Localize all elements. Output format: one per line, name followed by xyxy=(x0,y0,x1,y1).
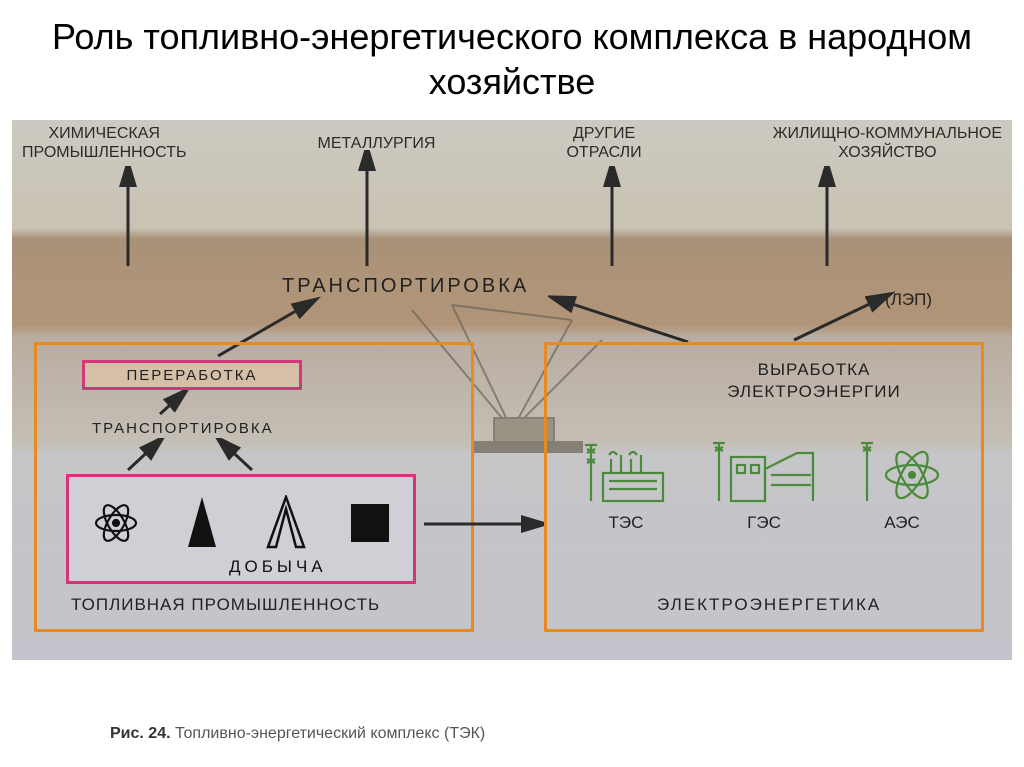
extraction-label: ДОБЫЧА xyxy=(229,557,327,577)
sector-row: ХИМИЧЕСКАЯ ПРОМЫШЛЕННОСТЬ МЕТАЛЛУРГИЯ ДР… xyxy=(22,124,1002,162)
arrow-extract-left xyxy=(112,438,172,476)
coal-icon xyxy=(349,502,391,544)
caption-text: Топливно-энергетический комплекс (ТЭК) xyxy=(171,725,486,742)
arrow-gen-lep xyxy=(782,288,902,348)
arrow-transport2-processing xyxy=(152,390,192,420)
sector-housing: ЖИЛИЩНО-КОММУНАЛЬНОЕ ХОЗЯЙСТВО xyxy=(773,124,1002,162)
processing-box: ПЕРЕРАБОТКА xyxy=(82,360,302,390)
transport2-label: ТРАНСПОРТИРОВКА xyxy=(92,420,274,437)
caption-prefix: Рис. 24. xyxy=(110,725,171,742)
plants-row: ТЭС ГЭС xyxy=(581,435,947,533)
electricity-box: ВЫРАБОТКА ЭЛЕКТРОЭНЕРГИИ ТЭС xyxy=(544,342,984,632)
ges-label: ГЭС xyxy=(747,513,781,533)
electricity-label: ЭЛЕКТРОЭНЕРГЕТИКА xyxy=(657,595,881,615)
aes-label: АЭС xyxy=(884,513,919,533)
plant-tes: ТЭС xyxy=(581,435,671,533)
extraction-icons xyxy=(91,495,391,550)
figure-caption: Рис. 24. Топливно-энергетический комплек… xyxy=(110,725,485,743)
plant-aes: АЭС xyxy=(857,435,947,533)
diagram: ХИМИЧЕСКАЯ ПРОМЫШЛЕННОСТЬ МЕТАЛЛУРГИЯ ДР… xyxy=(12,120,1012,660)
tes-icon xyxy=(581,435,671,505)
generation-label: ВЫРАБОТКА ЭЛЕКТРОЭНЕРГИИ xyxy=(667,359,961,403)
arrow-up-other xyxy=(602,166,622,272)
plant-ges: ГЭС xyxy=(709,435,819,533)
transport-label: ТРАНСПОРТИРОВКА xyxy=(282,275,529,298)
arrow-fuel-elec xyxy=(420,514,544,534)
sector-chem: ХИМИЧЕСКАЯ ПРОМЫШЛЕННОСТЬ xyxy=(22,124,186,162)
sector-other: ДРУГИЕ ОТРАСЛИ xyxy=(566,124,641,162)
derrick-icon xyxy=(264,495,308,550)
extraction-box: ДОБЫЧА xyxy=(66,474,416,584)
fuel-industry-label: ТОПЛИВНАЯ ПРОМЫШЛЕННОСТЬ xyxy=(71,595,380,615)
arrow-extract-right xyxy=(208,438,268,476)
tes-label: ТЭС xyxy=(609,513,644,533)
processing-label: ПЕРЕРАБОТКА xyxy=(126,367,257,384)
arrow-up-housing xyxy=(817,166,837,272)
sector-metal: МЕТАЛЛУРГИЯ xyxy=(318,124,436,162)
slagheap-icon xyxy=(182,495,222,550)
aes-icon xyxy=(857,435,947,505)
ges-icon xyxy=(709,435,819,505)
page-title: Роль топливно-энергетического комплекса … xyxy=(0,0,1024,112)
arrow-up-metal xyxy=(357,150,377,272)
arrow-up-chem xyxy=(118,166,138,272)
atom-icon xyxy=(91,498,141,548)
